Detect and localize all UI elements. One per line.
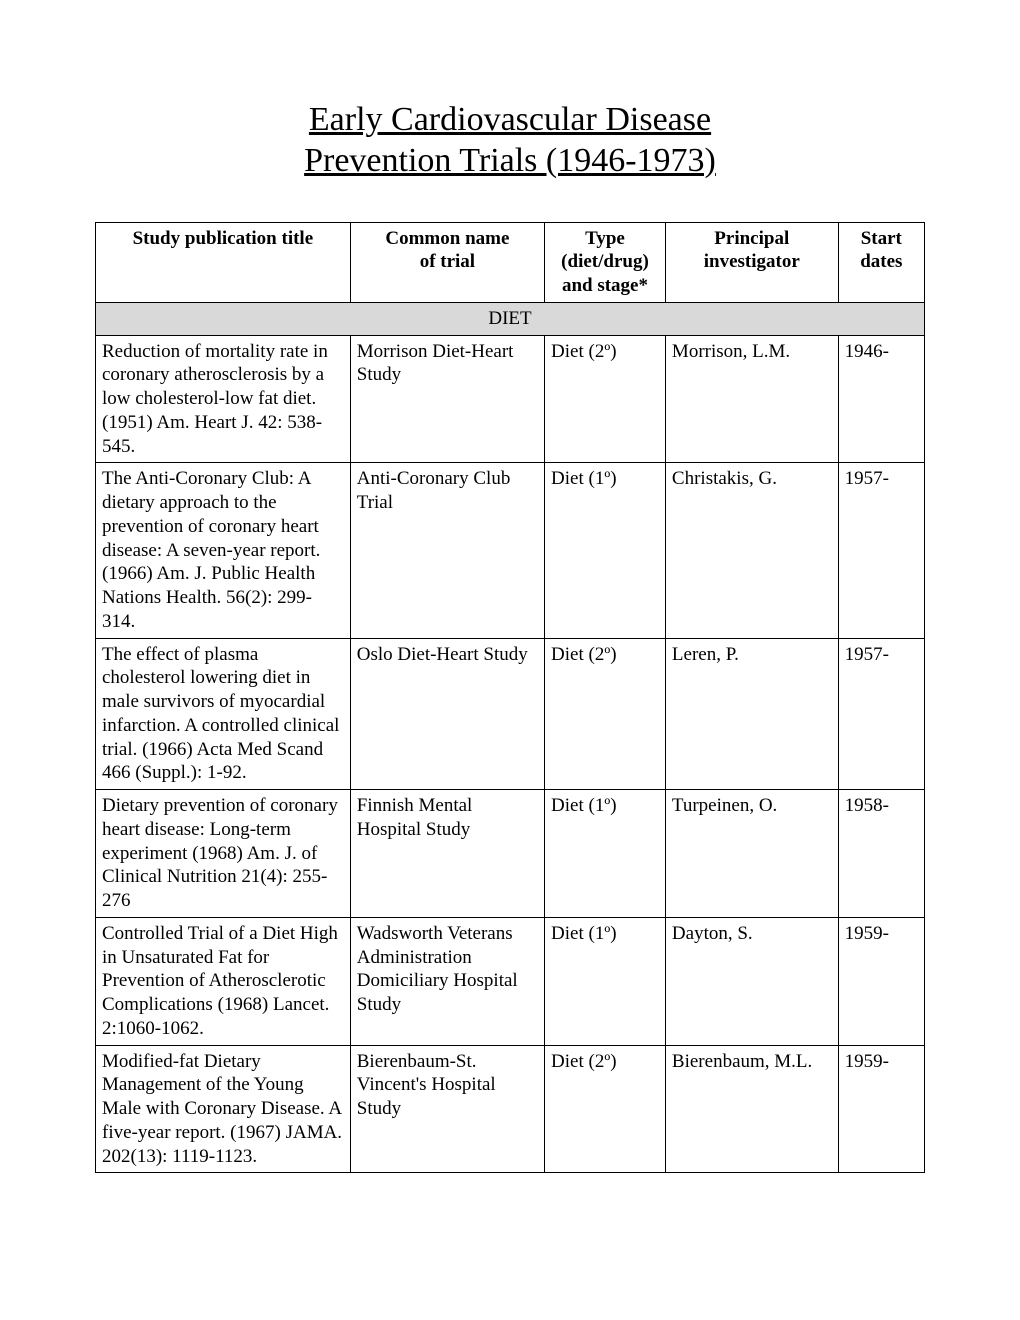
table-header-row: Study publication title Common name of t… bbox=[96, 222, 925, 302]
cell-start: 1958- bbox=[838, 790, 924, 918]
header-text: and stage* bbox=[562, 275, 648, 296]
cell-title: Reduction of mortality rate in coronary … bbox=[96, 335, 351, 463]
cell-pi: Christakis, G. bbox=[665, 463, 838, 638]
cell-type: Diet (1º) bbox=[545, 790, 666, 918]
trials-table: Study publication title Common name of t… bbox=[95, 222, 925, 1174]
table-row: The Anti-Coronary Club: A dietary approa… bbox=[96, 463, 925, 638]
cell-type: Diet (1º) bbox=[545, 917, 666, 1045]
col-header-start: Start dates bbox=[838, 222, 924, 302]
cell-title: Dietary prevention of coronary heart dis… bbox=[96, 790, 351, 918]
header-text: Common name bbox=[385, 228, 509, 249]
cell-common-name: Bierenbaum-St. Vincent's Hospital Study bbox=[350, 1045, 544, 1173]
cell-start: 1959- bbox=[838, 1045, 924, 1173]
cell-pi: Dayton, S. bbox=[665, 917, 838, 1045]
cell-start: 1957- bbox=[838, 463, 924, 638]
cell-pi: Morrison, L.M. bbox=[665, 335, 838, 463]
col-header-pi: Principal investigator bbox=[665, 222, 838, 302]
cell-pi: Turpeinen, O. bbox=[665, 790, 838, 918]
table-row: Controlled Trial of a Diet High in Unsat… bbox=[96, 917, 925, 1045]
cell-type: Diet (2º) bbox=[545, 638, 666, 790]
col-header-title: Study publication title bbox=[96, 222, 351, 302]
table-row: The effect of plasma cholesterol lowerin… bbox=[96, 638, 925, 790]
header-text: Type bbox=[585, 228, 625, 249]
table-body: DIET Reduction of mortality rate in coro… bbox=[96, 302, 925, 1173]
table-row: Reduction of mortality rate in coronary … bbox=[96, 335, 925, 463]
cell-common-name: Morrison Diet-Heart Study bbox=[350, 335, 544, 463]
cell-title: Controlled Trial of a Diet High in Unsat… bbox=[96, 917, 351, 1045]
page-title: Early Cardiovascular Disease Prevention … bbox=[95, 100, 925, 182]
header-text: Study publication title bbox=[133, 228, 314, 249]
title-line-1: Early Cardiovascular Disease bbox=[309, 101, 711, 138]
document-page: Early Cardiovascular Disease Prevention … bbox=[0, 0, 1020, 1320]
col-header-type: Type (diet/drug) and stage* bbox=[545, 222, 666, 302]
cell-title: The effect of plasma cholesterol lowerin… bbox=[96, 638, 351, 790]
cell-common-name: Oslo Diet-Heart Study bbox=[350, 638, 544, 790]
cell-type: Diet (1º) bbox=[545, 463, 666, 638]
table-row: Modified-fat Dietary Management of the Y… bbox=[96, 1045, 925, 1173]
section-label: DIET bbox=[96, 302, 925, 335]
header-text: of trial bbox=[420, 251, 475, 272]
cell-start: 1957- bbox=[838, 638, 924, 790]
cell-pi: Bierenbaum, M.L. bbox=[665, 1045, 838, 1173]
header-text: (diet/drug) bbox=[561, 251, 649, 272]
table-row: Dietary prevention of coronary heart dis… bbox=[96, 790, 925, 918]
cell-title: The Anti-Coronary Club: A dietary approa… bbox=[96, 463, 351, 638]
header-text: Principal bbox=[714, 228, 789, 249]
cell-common-name: Anti-Coronary Club Trial bbox=[350, 463, 544, 638]
cell-title: Modified-fat Dietary Management of the Y… bbox=[96, 1045, 351, 1173]
cell-type: Diet (2º) bbox=[545, 1045, 666, 1173]
cell-start: 1959- bbox=[838, 917, 924, 1045]
title-line-2: Prevention Trials (1946-1973) bbox=[304, 142, 716, 179]
header-text: dates bbox=[860, 251, 902, 272]
cell-common-name: Finnish Mental Hospital Study bbox=[350, 790, 544, 918]
cell-start: 1946- bbox=[838, 335, 924, 463]
col-header-common-name: Common name of trial bbox=[350, 222, 544, 302]
section-row-diet: DIET bbox=[96, 302, 925, 335]
cell-type: Diet (2º) bbox=[545, 335, 666, 463]
header-text: investigator bbox=[704, 251, 800, 272]
cell-pi: Leren, P. bbox=[665, 638, 838, 790]
cell-common-name: Wadsworth Veterans Administration Domici… bbox=[350, 917, 544, 1045]
header-text: Start bbox=[861, 228, 902, 249]
